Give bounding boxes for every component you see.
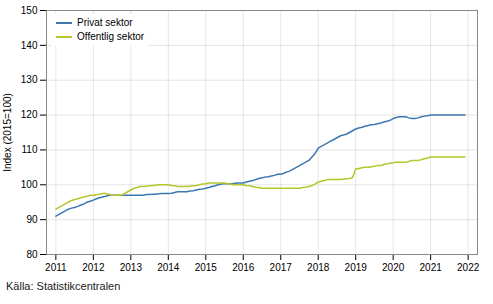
svg-text:2015: 2015: [195, 262, 218, 273]
svg-text:2022: 2022: [457, 262, 480, 273]
svg-text:80: 80: [26, 249, 38, 260]
svg-text:2011: 2011: [45, 262, 67, 273]
svg-text:2019: 2019: [345, 262, 368, 273]
svg-text:90: 90: [26, 214, 38, 225]
html-text:Privat sektor: Privat sektor: [77, 17, 133, 28]
svg-text:2017: 2017: [270, 262, 293, 273]
svg-text:100: 100: [21, 179, 38, 190]
svg-text:140: 140: [21, 40, 38, 51]
svg-text:2021: 2021: [420, 262, 443, 273]
svg-text:120: 120: [21, 109, 38, 120]
svg-text:2012: 2012: [82, 262, 105, 273]
svg-text:Index (2015=100): Index (2015=100): [2, 93, 13, 172]
svg-text:110: 110: [22, 144, 38, 155]
svg-text:2018: 2018: [307, 262, 330, 273]
html-text:Källa: Statistikcentralen: Källa: Statistikcentralen: [6, 280, 121, 292]
svg-text:2013: 2013: [120, 262, 143, 273]
svg-text:2016: 2016: [232, 262, 255, 273]
svg-text:150: 150: [21, 5, 38, 16]
svg-text:2020: 2020: [382, 262, 405, 273]
svg-text:2014: 2014: [157, 262, 180, 273]
svg-text:130: 130: [21, 74, 38, 85]
html-text:Offentlig sektor: Offentlig sektor: [77, 31, 145, 42]
